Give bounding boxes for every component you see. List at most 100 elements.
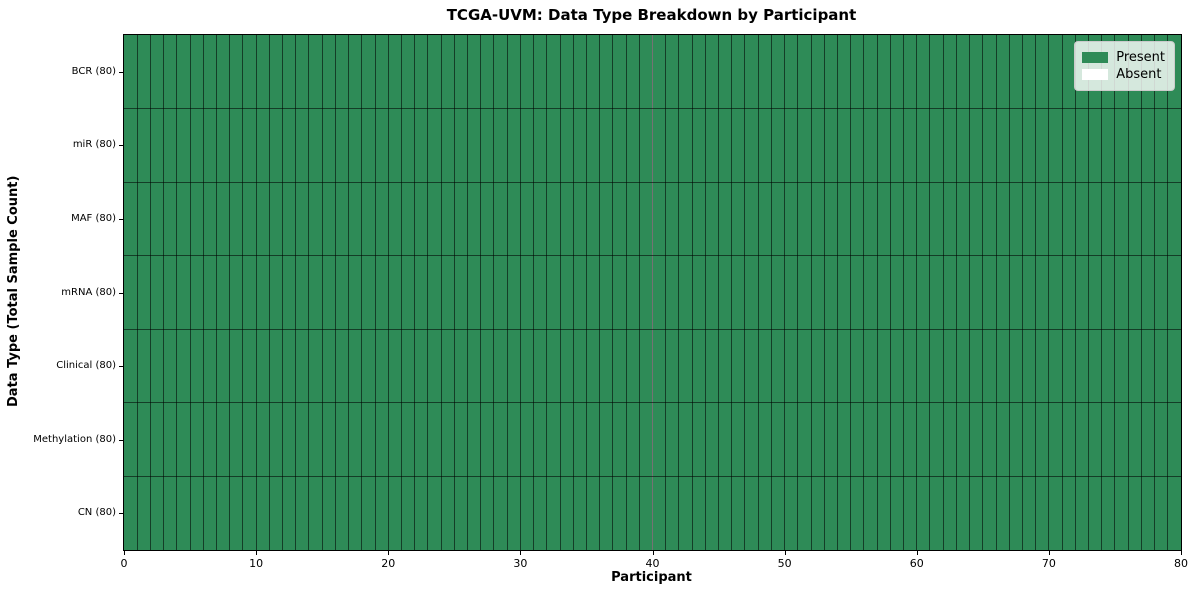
heatmap-cell <box>863 402 878 477</box>
heatmap-cell <box>811 35 825 109</box>
heatmap-cell <box>639 35 653 109</box>
heatmap-cell <box>150 255 164 330</box>
x-tick-mark <box>784 551 786 555</box>
cell-edge-vertical <box>361 35 363 550</box>
cell-edge-vertical <box>1008 35 1010 550</box>
heatmap-cell <box>441 182 455 256</box>
heatmap-cell <box>996 108 1010 183</box>
heatmap-cell <box>771 108 785 183</box>
cell-edge-vertical <box>942 35 944 550</box>
heatmap-cell <box>586 402 600 477</box>
heatmap-cell <box>771 255 785 330</box>
heatmap-cell <box>1035 255 1049 330</box>
cell-edge-vertical <box>414 35 416 550</box>
heatmap-cell <box>678 329 693 403</box>
cell-edge-vertical <box>1114 35 1116 550</box>
plot-area: Present Absent BCR (80) miR (80) MAF (80) m… <box>33 34 1188 570</box>
heatmap-cell <box>322 182 336 256</box>
heatmap-cell <box>282 402 296 477</box>
cell-edge-vertical <box>1154 35 1156 550</box>
heatmap-cell <box>612 255 627 330</box>
heatmap-cell <box>1101 476 1115 550</box>
heatmap-cell <box>176 35 191 109</box>
heatmap-cell <box>150 402 164 477</box>
heatmap-cell <box>203 476 217 550</box>
heatmap-cell <box>493 402 508 477</box>
cell-edge-vertical <box>282 35 284 550</box>
heatmap-cell <box>229 35 243 109</box>
heatmap-cell <box>467 329 481 403</box>
heatmap-cell <box>652 255 666 330</box>
heatmap-cell <box>877 476 891 550</box>
y-tick-label: Methylation (80) <box>33 433 116 445</box>
heatmap-cell <box>467 182 481 256</box>
heatmap-cell <box>1075 329 1089 403</box>
heatmap-cell <box>467 108 481 183</box>
heatmap-cell <box>824 476 838 550</box>
heatmap-cell <box>1009 329 1023 403</box>
heatmap-cell <box>903 255 917 330</box>
heatmap-cell <box>929 329 944 403</box>
cell-edge-vertical <box>982 35 984 550</box>
heatmap-cell <box>176 402 191 477</box>
heatmap-cell <box>150 329 164 403</box>
heatmap-cell <box>203 35 217 109</box>
heatmap-cell <box>612 35 627 109</box>
heatmap-cell <box>414 329 428 403</box>
heatmap-cell <box>890 108 904 183</box>
heatmap-cell <box>982 402 997 477</box>
heatmap-cell <box>863 476 878 550</box>
heatmap-cell <box>1141 329 1155 403</box>
heatmap-cell <box>626 255 640 330</box>
heatmap-cell <box>282 182 296 256</box>
heatmap-cell <box>150 108 164 183</box>
heatmap-cell <box>480 329 494 403</box>
heatmap-cell <box>375 182 389 256</box>
heatmap-cell <box>1022 182 1036 256</box>
heatmap-cell <box>480 108 494 183</box>
heatmap-cell <box>1154 255 1168 330</box>
heatmap-cell <box>784 35 798 109</box>
heatmap-cell <box>982 182 997 256</box>
heatmap-cell <box>665 476 679 550</box>
heatmap-cell <box>190 476 204 550</box>
heatmap-cell <box>335 35 349 109</box>
cell-edge-vertical <box>533 35 535 550</box>
heatmap-cell <box>480 476 494 550</box>
heatmap-cell <box>705 35 719 109</box>
heatmap-cell <box>837 402 851 477</box>
heatmap-cell <box>1128 402 1142 477</box>
cell-edge-vertical <box>929 35 931 550</box>
heatmap-cell <box>731 476 745 550</box>
heatmap-cell <box>163 108 177 183</box>
heatmap-cell <box>441 476 455 550</box>
heatmap-cell <box>784 182 798 256</box>
heatmap-cell <box>190 402 204 477</box>
heatmap-cell <box>560 35 574 109</box>
heatmap-cell <box>520 35 534 109</box>
heatmap-cell <box>520 402 534 477</box>
heatmap-cell <box>467 35 481 109</box>
heatmap-cell <box>599 476 613 550</box>
heatmap-cell <box>916 255 930 330</box>
cell-edge-vertical <box>744 35 746 550</box>
heatmap-cell <box>454 35 468 109</box>
heatmap-cell <box>335 255 349 330</box>
heatmap-cell <box>203 402 217 477</box>
heatmap-cell <box>692 476 706 550</box>
chart-title: TCGA-UVM: Data Type Breakdown by Partici… <box>446 6 857 24</box>
heatmap-cell <box>427 476 442 550</box>
heatmap-cell <box>731 255 745 330</box>
heatmap-cell <box>665 329 679 403</box>
heatmap-cell <box>348 476 362 550</box>
heatmap-cell <box>811 476 825 550</box>
heatmap-cell <box>784 476 798 550</box>
heatmap-cell <box>269 255 283 330</box>
heatmap-cell <box>493 108 508 183</box>
heatmap-cell <box>375 402 389 477</box>
heatmap-cell <box>692 182 706 256</box>
heatmap-cell <box>1101 255 1115 330</box>
x-tick-label: 30 <box>513 557 528 570</box>
heatmap-cell <box>427 329 442 403</box>
cell-edge-vertical <box>467 35 469 550</box>
